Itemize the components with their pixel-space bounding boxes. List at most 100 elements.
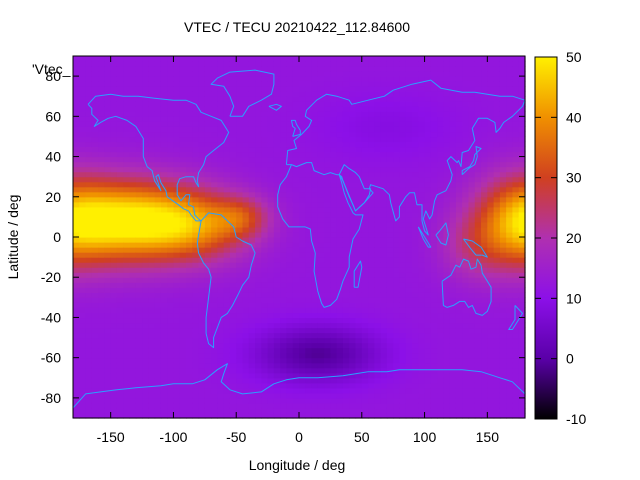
heatmap-cell [91, 242, 99, 248]
heatmap-cell [386, 382, 394, 389]
heatmap-cell [160, 332, 168, 339]
heatmap-cell [160, 211, 168, 218]
heatmap-cell [255, 317, 262, 324]
heatmap-cell [192, 146, 200, 153]
heatmap-cell [142, 86, 149, 92]
heatmap-cell [229, 282, 237, 288]
heatmap-cell [386, 307, 394, 314]
heatmap-cell [255, 196, 262, 203]
heatmap-cell [217, 126, 225, 133]
heatmap-cell [154, 317, 162, 324]
heatmap-cell [487, 322, 495, 329]
heatmap-cell [499, 181, 507, 188]
heatmap-cell [198, 352, 206, 359]
heatmap-cell [160, 377, 168, 384]
heatmap-cell [468, 327, 476, 334]
heatmap-cell [324, 211, 331, 218]
heatmap-cell [173, 216, 181, 223]
heatmap-cell [449, 96, 457, 102]
heatmap-cell [443, 297, 451, 303]
heatmap-cell [261, 116, 269, 122]
heatmap-cell [324, 367, 331, 374]
heatmap-cell [424, 221, 432, 228]
heatmap-cell [299, 392, 306, 399]
heatmap-cell [110, 292, 118, 298]
heatmap-cell [160, 272, 168, 278]
heatmap-cell [204, 397, 212, 404]
heatmap-cell [481, 387, 488, 394]
heatmap-cell [330, 317, 338, 324]
heatmap-cell [129, 382, 137, 389]
heatmap-cell [110, 86, 118, 92]
heatmap-cell [104, 196, 112, 203]
heatmap-cell [437, 191, 444, 198]
heatmap-cell [424, 131, 432, 138]
heatmap-cell [204, 372, 212, 379]
heatmap-cell [148, 247, 156, 253]
heatmap-cell [104, 111, 112, 117]
heatmap-cell [487, 237, 495, 243]
heatmap-cell [324, 397, 331, 404]
heatmap-cell [229, 71, 237, 77]
heatmap-cell [79, 407, 87, 414]
heatmap-cell [292, 257, 300, 263]
heatmap-cell [336, 237, 344, 243]
heatmap-cell [154, 226, 162, 233]
heatmap-cell [104, 61, 112, 67]
heatmap-cell [368, 412, 375, 419]
heatmap-cell [380, 91, 388, 97]
heatmap-cell [299, 116, 306, 122]
heatmap-cell [286, 267, 294, 273]
heatmap-cell [129, 257, 137, 263]
heatmap-cell [204, 111, 212, 117]
heatmap-cell [424, 282, 432, 288]
heatmap-cell [211, 257, 218, 263]
heatmap-cell [305, 106, 313, 112]
heatmap-cell [437, 196, 444, 203]
heatmap-cell [179, 317, 187, 324]
heatmap-cell [424, 362, 432, 369]
heatmap-cell [443, 121, 451, 127]
heatmap-cell [336, 91, 344, 97]
heatmap-cell [85, 237, 93, 243]
heatmap-cell [324, 402, 331, 409]
heatmap-cell [361, 71, 369, 77]
heatmap-cell [286, 412, 294, 419]
heatmap-cell [474, 206, 482, 213]
heatmap-cell [399, 166, 407, 173]
heatmap-cell [154, 141, 162, 148]
heatmap-cell [104, 327, 112, 334]
heatmap-cell [305, 262, 313, 268]
heatmap-cell [317, 226, 325, 233]
heatmap-cell [324, 307, 331, 314]
heatmap-cell [361, 242, 369, 248]
heatmap-cell [405, 332, 413, 339]
heatmap-cell [462, 247, 470, 253]
heatmap-cell [248, 272, 256, 278]
heatmap-cell [455, 282, 463, 288]
heatmap-cell [223, 392, 231, 399]
heatmap-cell [330, 347, 338, 354]
heatmap-cell [506, 407, 514, 414]
heatmap-cell [443, 61, 451, 67]
heatmap-cell [430, 206, 438, 213]
heatmap-cell [455, 237, 463, 243]
heatmap-cell [236, 131, 244, 138]
heatmap-cell [449, 402, 457, 409]
heatmap-cell [368, 362, 375, 369]
heatmap-cell [292, 191, 300, 198]
heatmap-cell [437, 297, 444, 303]
heatmap-cell [98, 397, 105, 404]
heatmap-cell [261, 312, 269, 319]
heatmap-cell [324, 337, 331, 344]
heatmap-cell [110, 66, 118, 72]
heatmap-cell [223, 166, 231, 173]
heatmap-cell [399, 407, 407, 414]
heatmap-cell [292, 242, 300, 248]
heatmap-cell [85, 96, 93, 102]
heatmap-cell [455, 131, 463, 138]
heatmap-cell [449, 136, 457, 143]
heatmap-cell [173, 61, 181, 67]
heatmap-cell [192, 242, 200, 248]
heatmap-cell [104, 131, 112, 138]
